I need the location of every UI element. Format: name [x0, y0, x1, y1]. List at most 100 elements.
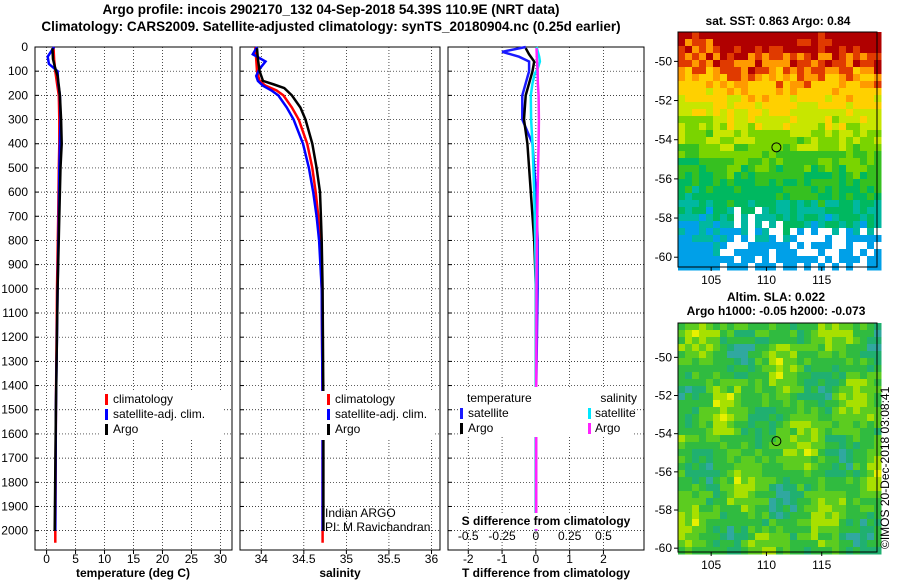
- map-cell: [832, 484, 840, 492]
- map-cell: [748, 123, 756, 131]
- map-cell: [755, 88, 763, 96]
- map-cell: [699, 130, 707, 138]
- map-cell: [769, 46, 777, 54]
- map-cell: [839, 158, 847, 166]
- legend-swatch: [460, 408, 463, 419]
- map-cell: [755, 102, 763, 110]
- map-cell: [685, 351, 693, 359]
- map-cell: [713, 74, 721, 82]
- map-cell: [720, 179, 728, 187]
- map-cell: [874, 123, 882, 131]
- map-cell: [776, 435, 784, 443]
- map-cell: [699, 193, 707, 201]
- map-cell: [846, 46, 854, 54]
- map-cell: [853, 53, 861, 61]
- map-lat-label: -56: [655, 172, 673, 186]
- map-cell: [825, 179, 833, 187]
- map-cell: [727, 491, 735, 499]
- map-cell: [853, 547, 861, 555]
- map-cell: [811, 74, 819, 82]
- map-cell: [797, 498, 805, 506]
- map-cell: [685, 130, 693, 138]
- map-cell: [678, 463, 686, 471]
- map-cell: [692, 533, 700, 541]
- map-cell: [713, 456, 721, 464]
- map-cell: [846, 39, 854, 47]
- map-cell: [790, 477, 798, 485]
- map-cell: [825, 172, 833, 180]
- map-cell: [734, 372, 742, 380]
- map-cell: [825, 337, 833, 345]
- map-cell: [867, 358, 875, 366]
- map-cell: [692, 400, 700, 408]
- map-cell: [860, 414, 868, 422]
- map-cell: [860, 249, 868, 257]
- map-cell: [748, 512, 756, 520]
- map-cell: [825, 53, 833, 61]
- map-lat-label: -54: [655, 427, 673, 441]
- map-cell: [832, 498, 840, 506]
- map-cell: [727, 109, 735, 117]
- map-cell: [678, 32, 686, 40]
- map-cell: [692, 207, 700, 215]
- map-cell: [818, 498, 826, 506]
- map-cell: [797, 477, 805, 485]
- map-cell: [748, 235, 756, 243]
- map-lat-label: -52: [655, 389, 673, 403]
- series-line-argo: [255, 48, 325, 531]
- map-cell: [860, 505, 868, 513]
- map-cell: [755, 477, 763, 485]
- map-cell: [776, 540, 784, 548]
- map-cell: [769, 442, 777, 450]
- legend-label: Argo: [113, 422, 139, 436]
- map-cell: [692, 428, 700, 436]
- map-cell: [748, 88, 756, 96]
- map-cell: [811, 214, 819, 222]
- depth-tick-label: 200: [8, 88, 28, 102]
- map-cell: [734, 200, 742, 208]
- map-cell: [678, 547, 686, 555]
- map-cell: [741, 102, 749, 110]
- map-cell: [720, 193, 728, 201]
- map-cell: [790, 505, 798, 513]
- map-cell: [741, 256, 749, 264]
- map-cell: [769, 179, 777, 187]
- map-cell: [804, 193, 812, 201]
- map-cell: [685, 228, 693, 236]
- map-cell: [783, 144, 791, 152]
- map-cell: [713, 242, 721, 250]
- map-cell: [741, 414, 749, 422]
- map-cell: [748, 547, 756, 555]
- map-cell: [790, 414, 798, 422]
- map-cell: [797, 200, 805, 208]
- map-cell: [748, 109, 756, 117]
- map-cell: [797, 484, 805, 492]
- map-cell: [839, 400, 847, 408]
- map-cell: [685, 221, 693, 229]
- map-cell: [846, 365, 854, 373]
- map-cell: [846, 193, 854, 201]
- map-cell: [804, 186, 812, 194]
- map-cell: [783, 116, 791, 124]
- map-cell: [825, 102, 833, 110]
- map-cell: [839, 81, 847, 89]
- map-cell: [811, 95, 819, 103]
- map-cell: [853, 67, 861, 75]
- map-cell: [811, 351, 819, 359]
- map-cell: [734, 214, 742, 222]
- map-cell: [685, 442, 693, 450]
- map-cell: [860, 172, 868, 180]
- map-cell: [769, 137, 777, 145]
- map-cell: [867, 256, 875, 264]
- map-cell: [839, 547, 847, 555]
- map-cell: [727, 393, 735, 401]
- map-cell: [832, 221, 840, 229]
- map-cell: [720, 491, 728, 499]
- map-cell: [776, 414, 784, 422]
- map-cell: [797, 256, 805, 264]
- map-cell: [874, 172, 882, 180]
- map-cell: [839, 53, 847, 61]
- map-cell: [699, 393, 707, 401]
- map-cell: [797, 172, 805, 180]
- map-cell: [685, 414, 693, 422]
